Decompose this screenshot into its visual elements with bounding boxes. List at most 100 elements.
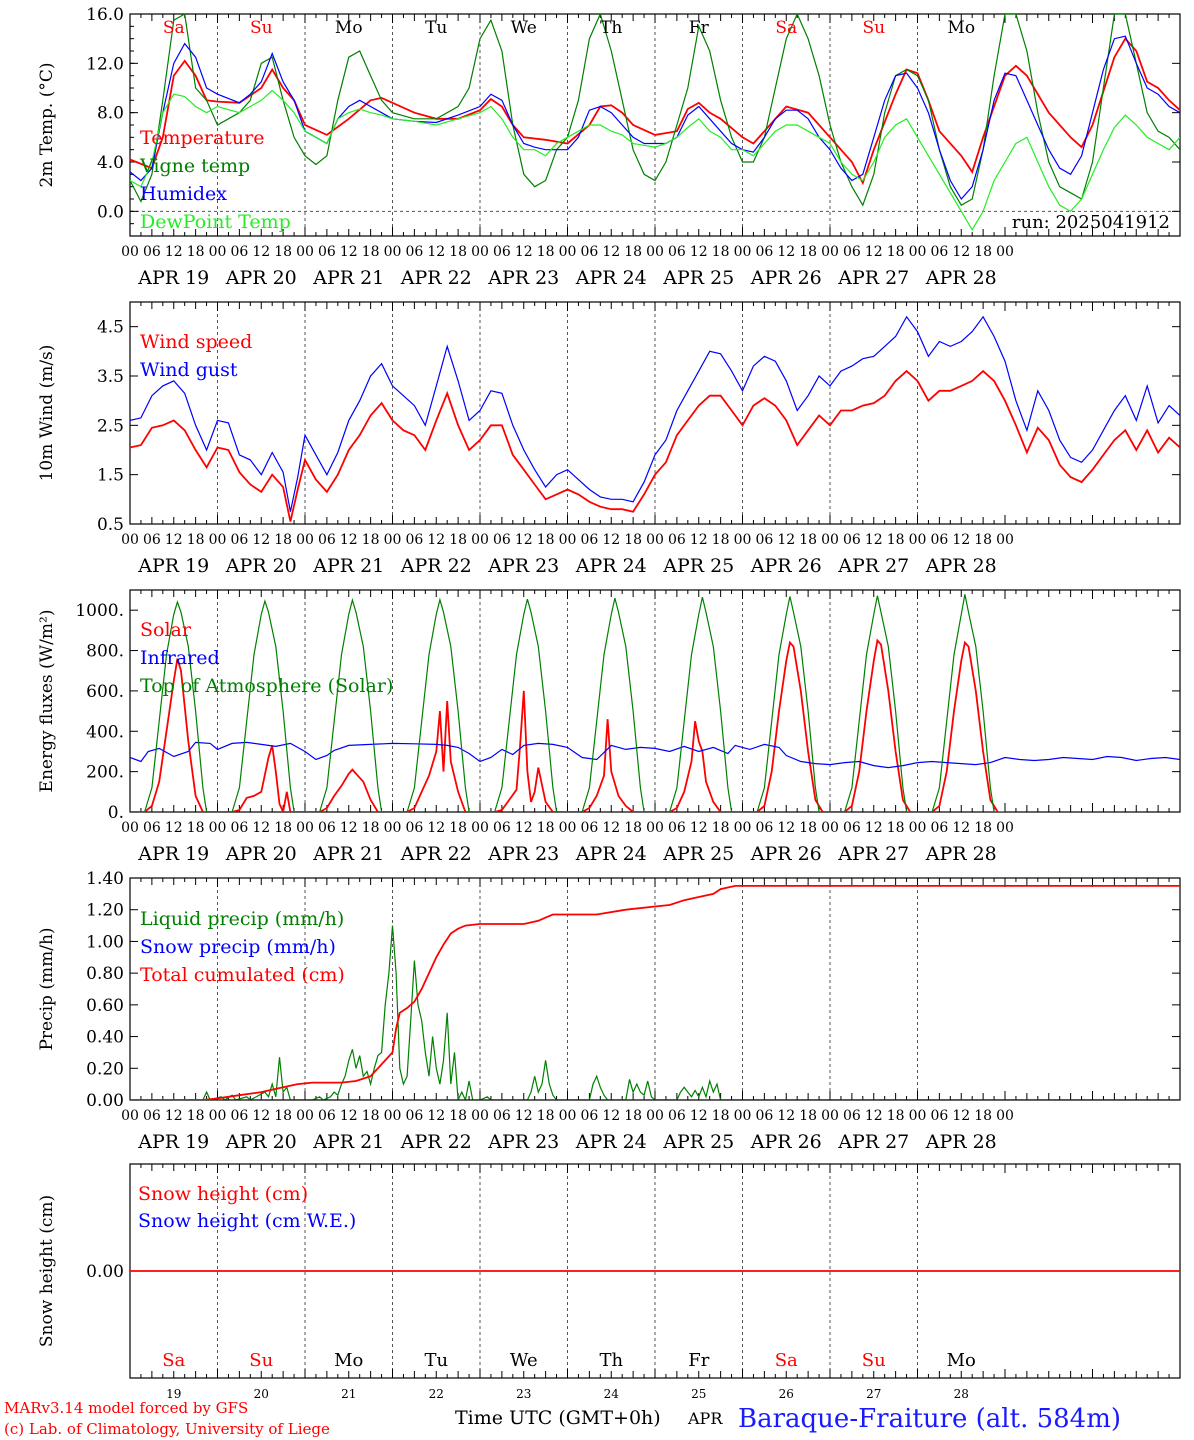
date-label: APR 22 bbox=[400, 555, 472, 577]
date-label: APR 26 bbox=[750, 843, 822, 865]
hour-tick-label: 00 bbox=[296, 244, 314, 260]
hour-tick-label: 00 bbox=[821, 820, 839, 836]
hour-tick-label: 18 bbox=[712, 532, 730, 548]
y-tick-label: 0.60 bbox=[86, 996, 124, 1016]
y-axis-label: 10m Wind (m/s) bbox=[37, 345, 57, 482]
day-of-week-label: Mo bbox=[947, 1350, 976, 1371]
legend-entry: Wind speed bbox=[140, 331, 252, 353]
hour-tick-label: 18 bbox=[362, 532, 380, 548]
y-tick-label: 1000. bbox=[75, 601, 124, 621]
hour-tick-label: 00 bbox=[909, 1108, 927, 1124]
hour-tick-label: 00 bbox=[559, 244, 577, 260]
y-tick-label: 400. bbox=[86, 722, 124, 742]
hour-tick-label: 00 bbox=[121, 532, 139, 548]
hour-tick-label: 12 bbox=[690, 1108, 708, 1124]
date-label: APR 26 bbox=[750, 1131, 822, 1153]
hour-tick-label: 06 bbox=[755, 1108, 773, 1124]
day-of-week-label: We bbox=[510, 1350, 538, 1371]
date-label: APR 26 bbox=[750, 555, 822, 577]
series-wind-gust bbox=[130, 315, 1180, 512]
date-label: APR 28 bbox=[925, 267, 997, 289]
date-label: APR 22 bbox=[400, 1131, 472, 1153]
hour-tick-label: 00 bbox=[296, 532, 314, 548]
hour-tick-label: 06 bbox=[405, 532, 423, 548]
hour-tick-label: 00 bbox=[821, 1108, 839, 1124]
hour-tick-label: 06 bbox=[580, 532, 598, 548]
legend-entry: Liquid precip (mm/h) bbox=[140, 908, 344, 930]
hour-tick-label: 00 bbox=[996, 244, 1014, 260]
hour-tick-label: 18 bbox=[362, 244, 380, 260]
y-axis-label: Precip (mm/h) bbox=[37, 927, 57, 1050]
hour-tick-label: 00 bbox=[471, 820, 489, 836]
hour-tick-label: 18 bbox=[887, 244, 905, 260]
date-label: APR 25 bbox=[662, 555, 734, 577]
hour-tick-label: 18 bbox=[274, 1108, 292, 1124]
hour-tick-label: 12 bbox=[865, 820, 883, 836]
day-of-week-label: Mo bbox=[334, 1350, 363, 1371]
y-tick-label: 0.0 bbox=[97, 202, 124, 222]
series-total-cumulated-cm bbox=[130, 885, 1180, 1100]
date-label: APR 20 bbox=[225, 1131, 297, 1153]
hour-tick-label: 18 bbox=[187, 244, 205, 260]
y-tick-label: 0. bbox=[108, 803, 124, 823]
hour-tick-label: 12 bbox=[602, 1108, 620, 1124]
temp-panel: 0.0 4.0 8.0 12.0 16.0 2m Temp. (°C) Temperatur… bbox=[37, 5, 1181, 289]
date-label: APR 19 bbox=[137, 1131, 209, 1153]
day-of-week-label: Tu bbox=[425, 18, 447, 38]
snow-panel: 0.00 Snow height (cm) Snow height (cm) Snow… bbox=[37, 1163, 1181, 1401]
hour-tick-label: 18 bbox=[537, 820, 555, 836]
hour-tick-label: 12 bbox=[515, 1108, 533, 1124]
hour-tick-label: 12 bbox=[252, 244, 270, 260]
hour-tick-label: 12 bbox=[952, 820, 970, 836]
hour-tick-label: 00 bbox=[471, 1108, 489, 1124]
hour-tick-label: 12 bbox=[340, 532, 358, 548]
hour-tick-label: 18 bbox=[624, 244, 642, 260]
hour-tick-label: 00 bbox=[384, 1108, 402, 1124]
hour-tick-label: 12 bbox=[427, 1108, 445, 1124]
hour-tick-label: 06 bbox=[843, 532, 861, 548]
y-tick-label: 800. bbox=[86, 642, 124, 662]
hour-tick-label: 18 bbox=[274, 820, 292, 836]
hour-tick-label: 00 bbox=[821, 532, 839, 548]
hour-tick-label: 12 bbox=[777, 244, 795, 260]
date-label: APR 23 bbox=[487, 267, 559, 289]
series-top-of-atmosphere-solar bbox=[130, 594, 1005, 812]
y-tick-label: 4.5 bbox=[97, 318, 124, 338]
run-label: run: 2025041912 bbox=[1012, 212, 1170, 233]
legend-entry: Humidex bbox=[140, 183, 227, 205]
date-label: APR 23 bbox=[487, 1131, 559, 1153]
date-label: APR 27 bbox=[837, 843, 909, 865]
hour-tick-label: 06 bbox=[668, 244, 686, 260]
y-tick-label: 0.40 bbox=[86, 1028, 124, 1048]
hour-tick-label: 06 bbox=[843, 1108, 861, 1124]
hour-tick-label: 00 bbox=[909, 532, 927, 548]
hour-tick-label: 00 bbox=[296, 820, 314, 836]
hour-tick-label: 12 bbox=[165, 244, 183, 260]
hour-tick-label: 00 bbox=[559, 820, 577, 836]
date-label: APR 19 bbox=[137, 555, 209, 577]
hour-tick-label: 12 bbox=[165, 820, 183, 836]
hour-tick-label: 06 bbox=[318, 1108, 336, 1124]
hour-tick-label: 12 bbox=[602, 532, 620, 548]
hour-tick-label: 06 bbox=[318, 820, 336, 836]
hour-tick-label: 00 bbox=[209, 532, 227, 548]
hour-tick-label: 18 bbox=[974, 1108, 992, 1124]
hour-tick-label: 06 bbox=[668, 1108, 686, 1124]
hour-tick-label: 12 bbox=[602, 244, 620, 260]
hour-tick-label: 12 bbox=[777, 532, 795, 548]
date-label: APR 28 bbox=[925, 843, 997, 865]
hour-tick-label: 00 bbox=[209, 1108, 227, 1124]
hour-tick-label: 12 bbox=[952, 244, 970, 260]
legend-entry: Solar bbox=[140, 619, 192, 641]
day-of-week-label: Sa bbox=[162, 1350, 185, 1371]
hour-tick-label: 18 bbox=[187, 820, 205, 836]
hour-tick-label: 18 bbox=[887, 532, 905, 548]
date-label: APR 19 bbox=[137, 267, 209, 289]
month-label: APR bbox=[687, 1409, 723, 1428]
hour-tick-label: 00 bbox=[646, 244, 664, 260]
hour-tick-label: 12 bbox=[515, 244, 533, 260]
legend-entry: Temperature bbox=[140, 127, 264, 149]
hour-tick-label: 18 bbox=[974, 532, 992, 548]
hour-tick-label: 12 bbox=[690, 244, 708, 260]
hour-tick-label: 06 bbox=[405, 1108, 423, 1124]
